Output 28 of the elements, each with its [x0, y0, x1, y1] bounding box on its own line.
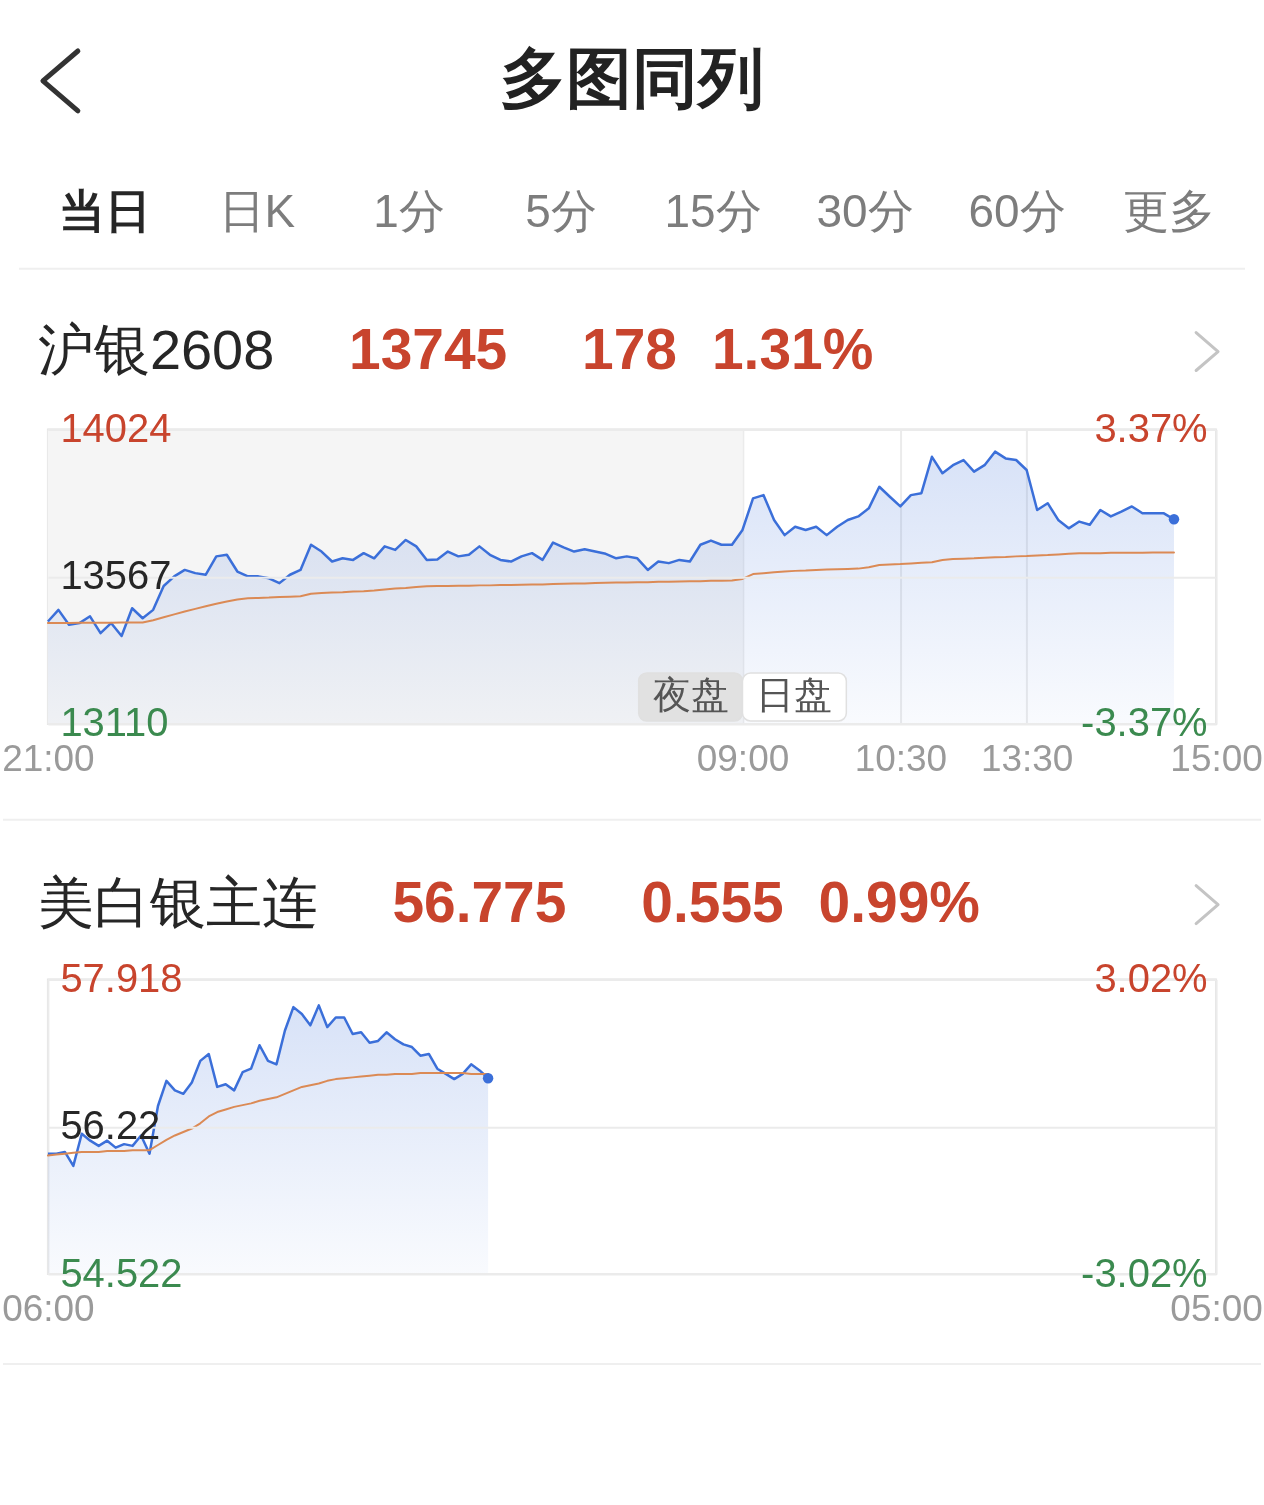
chart-title: 美白银主连 [37, 870, 318, 934]
x-tick-label: 13:30 [980, 738, 1074, 780]
text: 13745 [348, 316, 508, 381]
y2-tick-label: 3.37% [1094, 405, 1208, 450]
text: 5分 [525, 184, 597, 237]
text: 1.31% [711, 316, 874, 381]
chart-title: 沪银2608 [37, 317, 275, 381]
text: 0.555 [641, 869, 784, 934]
text: 30分 [816, 184, 914, 237]
text: 0.99% [818, 869, 980, 934]
text: 15分 [664, 184, 762, 237]
text: 56.775 [392, 869, 567, 934]
annotation: 日盘 [756, 673, 833, 716]
line-series [46, 551, 1175, 625]
band-label: 夜盘 [652, 673, 729, 716]
text: 多图同列 [500, 40, 764, 115]
text: 当日 [58, 184, 151, 237]
y-tick-label: 13567 [60, 553, 172, 598]
y2-tick-label: 3.02% [1094, 956, 1208, 1001]
x-tick-label: 10:30 [854, 738, 948, 780]
text: 日K [218, 184, 296, 237]
text: 178 [582, 316, 677, 381]
text: 60分 [968, 184, 1066, 237]
text: 更多 [1123, 184, 1216, 237]
text: 1分 [373, 184, 445, 237]
y-tick-label: 14024 [60, 405, 172, 450]
x-tick-label: 09:00 [696, 738, 790, 780]
y-tick-label: 57.918 [60, 956, 183, 1001]
